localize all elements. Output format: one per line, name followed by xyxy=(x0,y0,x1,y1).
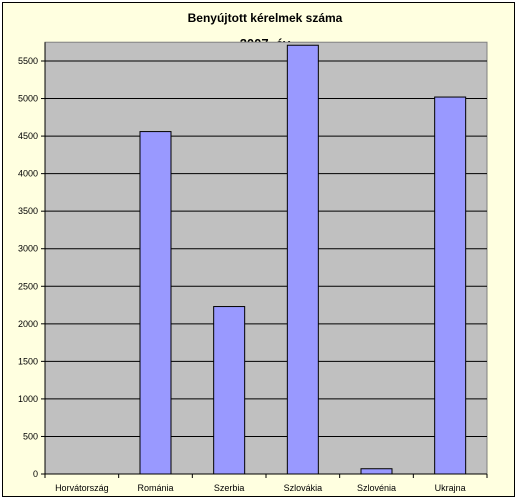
chart-title: Benyújtott kérelmek száma xyxy=(188,11,343,25)
y-tick-label: 1500 xyxy=(18,356,38,366)
y-tick-label: 4000 xyxy=(18,169,38,179)
y-tick-label: 5000 xyxy=(18,94,38,104)
bar-szlovénia xyxy=(360,468,393,475)
y-tick-label: 2000 xyxy=(18,319,38,329)
chart-frame: Benyújtott kérelmek száma 2007. év 05001… xyxy=(2,2,515,497)
y-tick-label: 3000 xyxy=(18,244,38,254)
axes xyxy=(41,42,488,478)
plot-area xyxy=(44,41,488,475)
y-tick-label: 4500 xyxy=(18,131,38,141)
bar-chart: Benyújtott kérelmek száma 2007. év 05001… xyxy=(18,11,488,493)
y-tick-label: 0 xyxy=(33,469,38,479)
y-tick-label: 5500 xyxy=(18,56,38,66)
x-category-label: Románia xyxy=(137,483,173,493)
bar-szlovákia xyxy=(286,44,319,475)
bar-szerbia xyxy=(213,306,246,475)
x-category-label: Horvátország xyxy=(55,483,109,493)
y-tick-labels: 0 500 1000 1500 2000 2500 3000 3500 4000 4500 5000… xyxy=(18,56,38,479)
y-tick-label: 500 xyxy=(23,431,38,441)
y-tick-label: 2500 xyxy=(18,281,38,291)
bar-ukrajna xyxy=(434,96,467,475)
x-category-label: Szlovákia xyxy=(284,483,323,493)
gridlines xyxy=(45,60,487,437)
y-tick-label: 3500 xyxy=(18,206,38,216)
x-category-labels: Horvátország Románia Szerbia Szlovákia Szlov… xyxy=(55,483,466,493)
x-category-label: Ukrajna xyxy=(435,483,466,493)
bars xyxy=(139,44,467,475)
x-category-label: Szlovénia xyxy=(357,483,396,493)
y-tick-label: 1000 xyxy=(18,394,38,404)
bar-románia xyxy=(139,131,172,475)
x-category-label: Szerbia xyxy=(214,483,245,493)
